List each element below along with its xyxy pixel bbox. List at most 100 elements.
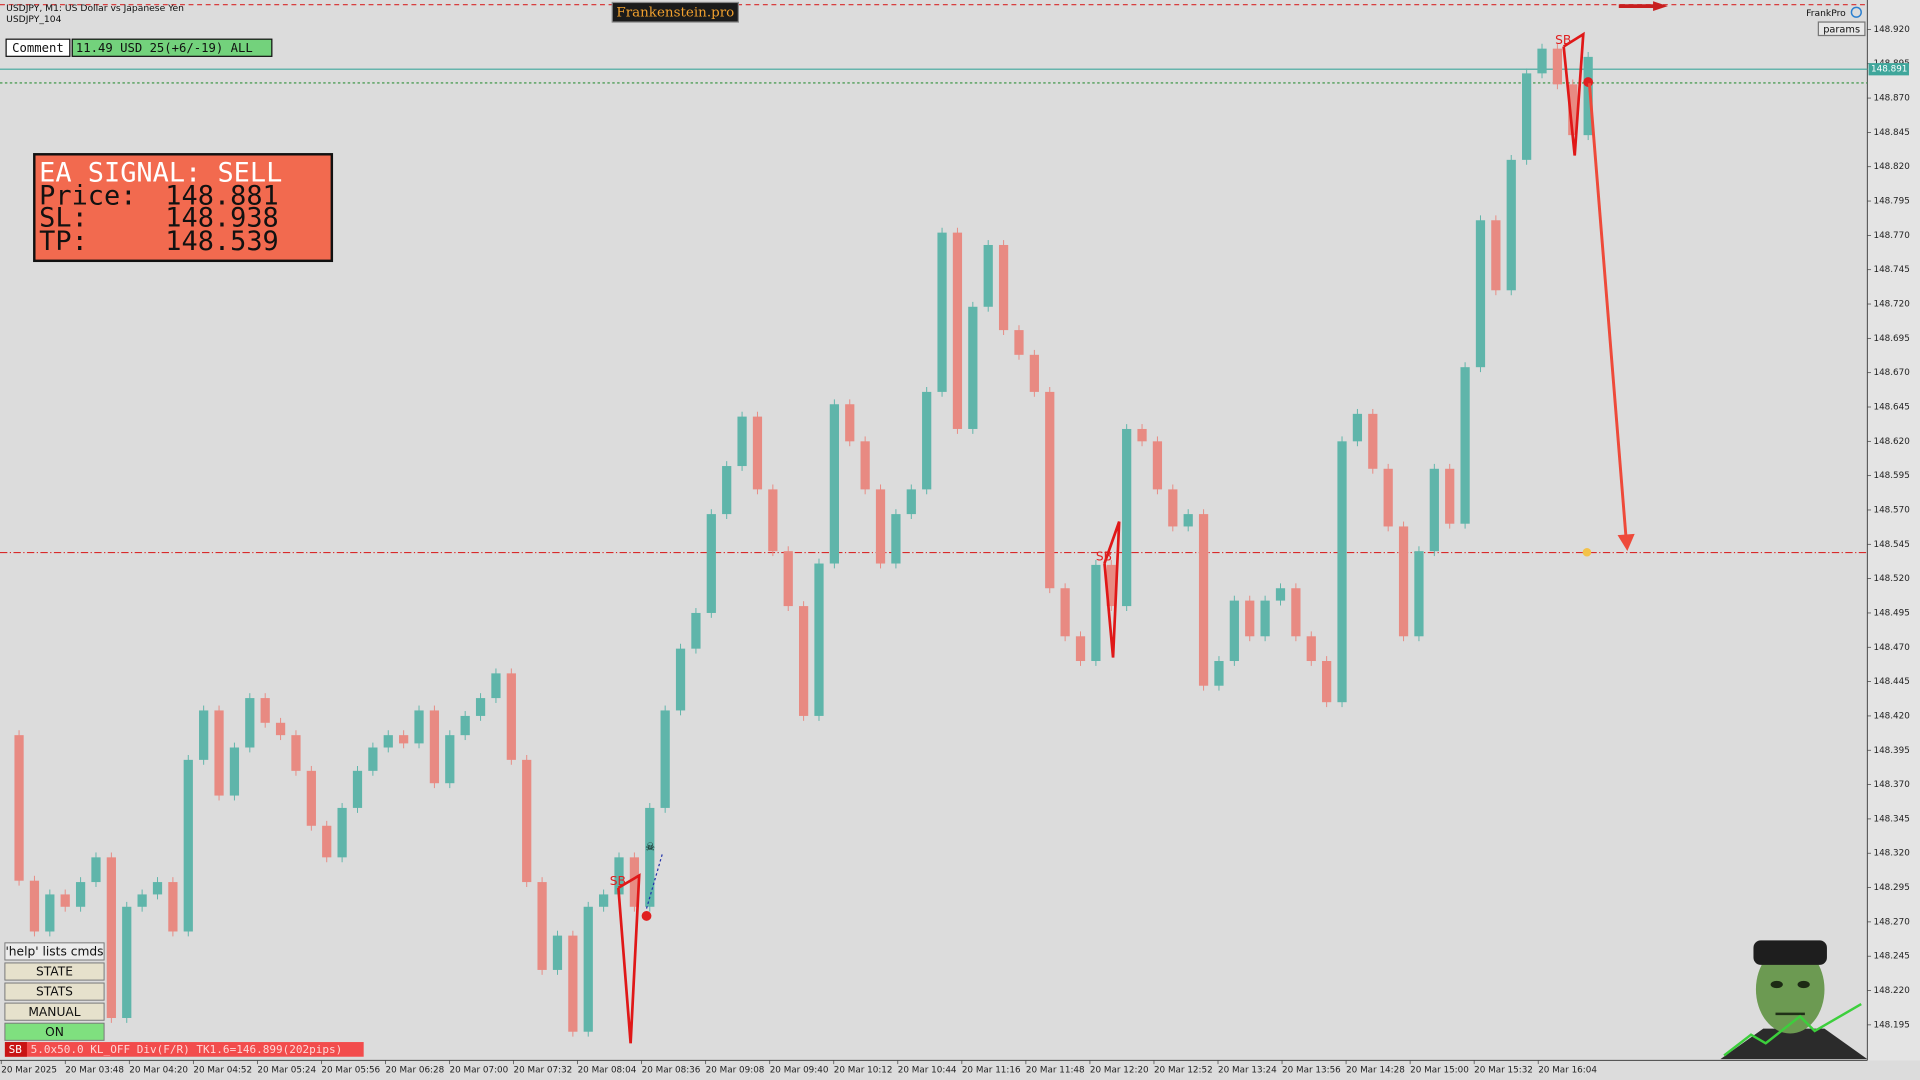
candle [460,715,470,736]
candle [1552,48,1563,85]
candle [1568,84,1578,136]
status-tag-box [4,1042,27,1057]
command-label: 'help' lists cmds [5,945,103,959]
x-tick-label: 20 Mar 16:04 [1538,1066,1597,1076]
candle [906,489,916,515]
signal-label: TP: [39,226,88,257]
candle [922,391,932,490]
candle [706,514,716,613]
candle [352,770,363,808]
candle [675,648,686,711]
candle [168,882,178,932]
candle [137,894,147,907]
candle [691,612,701,649]
x-tick-label: 20 Mar 08:04 [578,1066,637,1076]
y-tick-label: 148.420 [1873,711,1910,721]
candle [1183,514,1193,527]
candle [306,770,316,826]
candle [291,735,301,771]
candle [968,306,978,429]
candle [245,698,255,748]
bid-label-box [1868,63,1909,76]
user-icon [1850,6,1862,18]
candle [829,404,839,564]
candle [1245,600,1255,637]
command-button[interactable] [4,1022,105,1041]
candle [1537,48,1547,74]
command-button[interactable] [4,982,105,1001]
candle [229,747,240,796]
y-tick-label: 148.695 [1873,334,1909,344]
candle [599,894,609,907]
zigzag [1562,31,1585,156]
candle [875,489,886,564]
x-tick-label: 20 Mar 07:32 [514,1066,573,1076]
x-tick-label: 20 Mar 13:24 [1218,1066,1277,1076]
candle [845,404,855,442]
candle [29,880,40,932]
y-tick-label: 148.845 [1873,128,1909,138]
y-tick-label: 148.545 [1873,540,1909,550]
candle [337,807,347,858]
status-tag: SB [9,1043,23,1056]
x-tick-label: 20 Mar 12:20 [1090,1066,1149,1076]
x-tick-label: 20 Mar 11:48 [1026,1066,1085,1076]
y-tick-label: 148.295 [1873,883,1909,893]
candle [1306,636,1316,662]
candle [1368,413,1378,469]
candle [568,935,578,1032]
candle [998,244,1009,331]
candle [937,232,947,392]
params-label: params [1823,24,1860,35]
comment-value-box [71,38,273,57]
y-tick-label: 148.870 [1873,94,1910,104]
y-tick-label: 148.745 [1873,265,1909,275]
x-tick-label: 20 Mar 03:48 [65,1066,124,1076]
price-axis-panel [1867,0,1920,1061]
y-tick-label: 148.770 [1873,231,1910,241]
candle [891,514,901,564]
candle [1260,600,1270,637]
candle [1075,636,1086,662]
candle [506,673,516,760]
x-tick-label: 20 Mar 14:28 [1346,1066,1405,1076]
annotation: SB [1096,550,1112,564]
candle [183,759,193,932]
signal-label: Price: [39,181,136,212]
bid-label: 148.891 [1871,65,1907,75]
mascot-eye [1797,980,1810,989]
candle [152,882,163,895]
x-tick-label: 20 Mar 07:00 [450,1066,509,1076]
signal-heading: EA SIGNAL: SELL [39,157,282,188]
command-button[interactable] [4,1002,105,1021]
candle [1414,551,1424,637]
candle [45,894,55,932]
candle [860,441,870,490]
brand-box [611,1,739,23]
candle [1275,588,1286,601]
mascot-eye [1770,980,1783,989]
y-tick-label: 148.620 [1873,437,1910,447]
command-button[interactable] [4,942,105,961]
arrow-head [1653,1,1668,12]
candle [1383,468,1393,527]
candle [1106,564,1116,607]
candle [1014,330,1024,355]
command-label: MANUAL [28,1005,80,1019]
order-marker [641,911,652,921]
candle [1168,489,1178,527]
y-tick-label: 148.670 [1873,368,1910,378]
candle [445,735,455,784]
signal-value: 148.539 [165,226,278,257]
candle [1583,56,1593,136]
params-button[interactable] [1817,21,1866,37]
y-tick-label: 148.645 [1873,402,1909,412]
x-tick-label: 20 Mar 09:08 [706,1066,765,1076]
candle [722,466,732,515]
command-label: STATE [36,965,73,979]
candle [1045,391,1055,589]
candle [75,882,86,907]
x-tick-label: 20 Mar 06:28 [385,1066,444,1076]
x-tick-label: 20 Mar 05:56 [321,1066,380,1076]
command-button[interactable] [4,962,105,981]
